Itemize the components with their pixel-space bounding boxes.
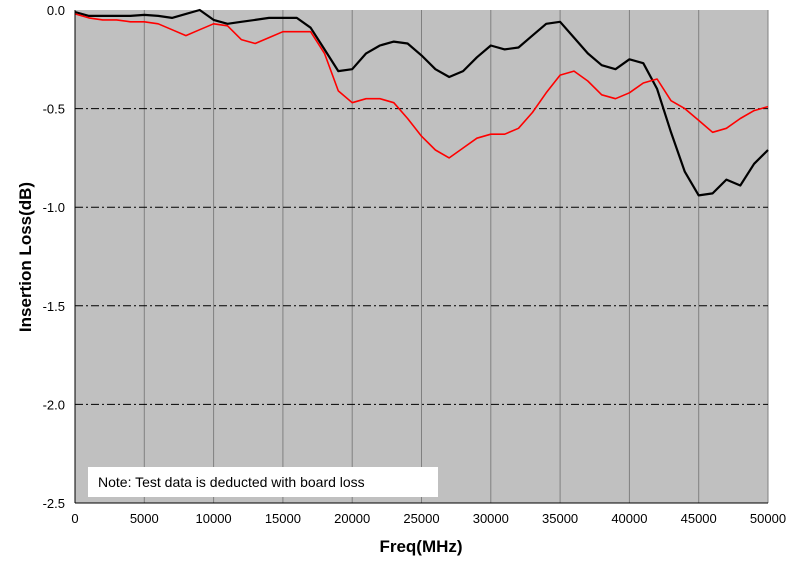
series-line-2 (74, 13, 769, 159)
x-tick-label: 10000 (196, 511, 232, 526)
x-tick-label: 20000 (334, 511, 370, 526)
series-lines (74, 8, 769, 197)
note-background (88, 467, 438, 497)
y-axis-title: Insertion Loss(dB) (16, 182, 35, 332)
y-tick-label: -1.5 (43, 299, 65, 314)
y-tick-label: 0.0 (47, 3, 65, 18)
x-tick-label: 0 (71, 511, 78, 526)
x-tick-label: 15000 (265, 511, 301, 526)
x-tick-labels: 0 5000 10000 15000 20000 25000 30000 35000 40000… (71, 511, 786, 526)
y-tick-label: -1.0 (43, 200, 65, 215)
x-tick-label: 40000 (611, 511, 647, 526)
x-tick-label: 50000 (750, 511, 786, 526)
x-tick-label: 25000 (403, 511, 439, 526)
note-box: Note: Test data is deducted with board l… (88, 467, 438, 497)
y-tick-label: -2.5 (43, 496, 65, 511)
x-tick-label: 45000 (681, 511, 717, 526)
x-axis-title: Freq(MHz) (379, 537, 462, 556)
x-tick-label: 5000 (130, 511, 159, 526)
note-text: Note: Test data is deducted with board l… (98, 474, 365, 490)
x-tick-label: 30000 (473, 511, 509, 526)
y-tick-label: -0.5 (43, 102, 65, 117)
y-tick-labels: 0.0 -0.5 -1.0 -1.5 -2.0 -2.5 (43, 3, 65, 511)
y-tick-label: -2.0 (43, 397, 65, 412)
x-tick-label: 35000 (542, 511, 578, 526)
